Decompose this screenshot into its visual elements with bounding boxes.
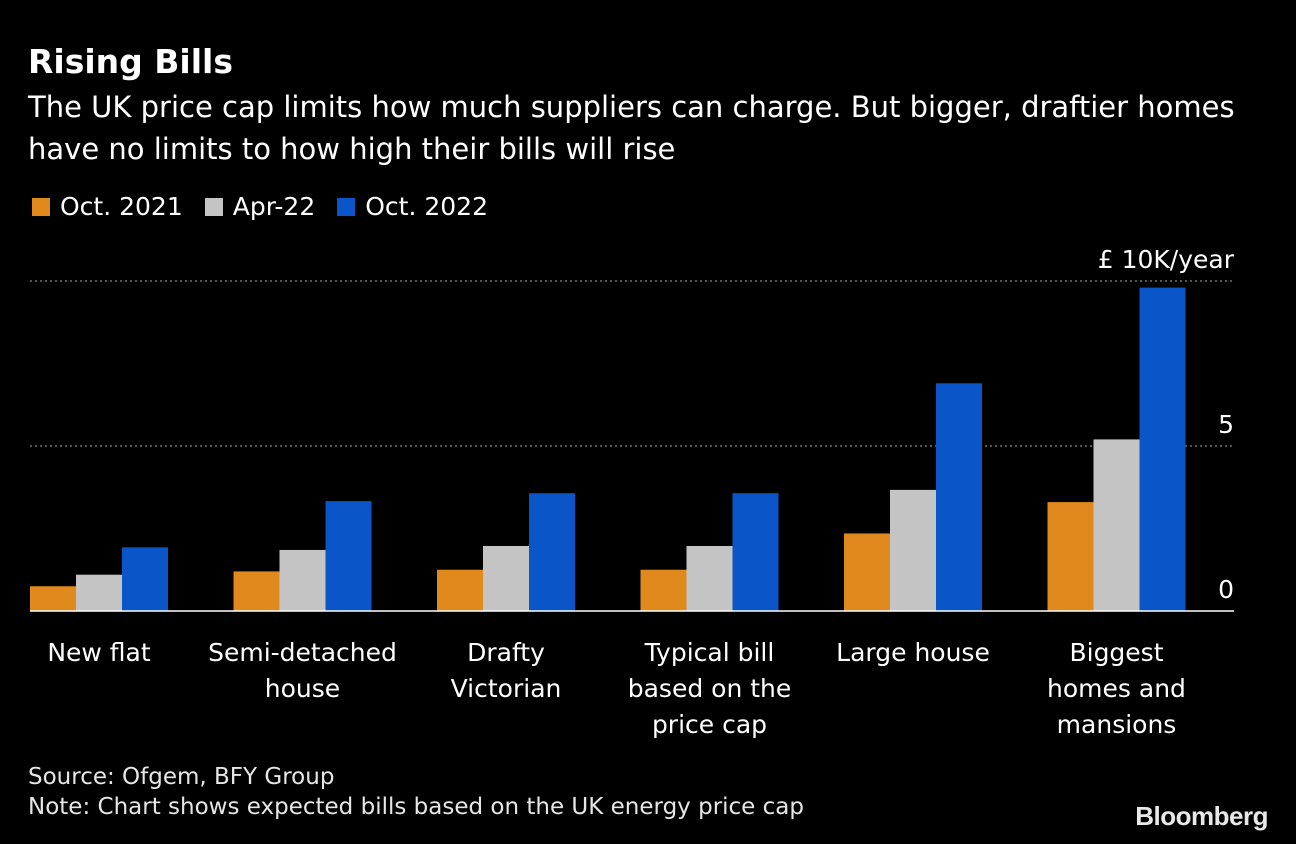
legend-swatch-oct-2021 <box>32 197 50 216</box>
bar-oct-2021-1 <box>233 571 280 611</box>
legend-swatch-oct-2022 <box>337 197 356 216</box>
x-tick-label-3: Typical bill based on the price cap <box>628 638 792 739</box>
bar-oct-2021-0 <box>30 586 76 611</box>
bar-oct-2021-2 <box>437 569 483 611</box>
y-tick-label-5: 5 <box>1218 410 1234 439</box>
x-tick-label-1: Semi-detached house <box>208 638 397 703</box>
chart-title: Rising Bills <box>28 42 234 81</box>
chart-subtitle: The UK price cap limits how much supplie… <box>28 90 1235 166</box>
bar-oct-2022-4 <box>936 383 982 611</box>
legend-label-oct-2021: Oct. 2021 <box>60 192 183 221</box>
bar-oct-2021-4 <box>844 533 890 611</box>
bloomberg-logo: Bloomberg <box>1135 801 1268 831</box>
x-tick-label-4: Large house <box>836 638 990 667</box>
legend-label-apr-22: Apr-22 <box>232 192 316 221</box>
x-tick-label-0: New flat <box>47 638 151 667</box>
source-note: Source: Ofgem, BFY Group <box>28 764 335 790</box>
bar-apr-22-4 <box>890 489 936 611</box>
bar-oct-2022-2 <box>529 493 575 611</box>
bar-apr-22-5 <box>1093 439 1140 611</box>
legend: Oct. 2021 Apr-22 Oct. 2022 <box>32 192 488 221</box>
legend-label-oct-2022: Oct. 2022 <box>365 192 488 221</box>
legend-item-oct-2022: Oct. 2022 <box>337 192 488 221</box>
bar-oct-2021-3 <box>640 569 687 611</box>
legend-item-oct-2021: Oct. 2021 <box>32 192 183 221</box>
legend-item-apr-22: Apr-22 <box>204 192 316 221</box>
y-tick-label-0: 0 <box>1218 575 1234 604</box>
bar-oct-2021-5 <box>1047 502 1094 611</box>
bar-apr-22-0 <box>76 574 122 611</box>
legend-swatch-apr-22 <box>204 197 223 216</box>
chart-note: Note: Chart shows expected bills based o… <box>28 794 804 820</box>
bar-oct-2022-5 <box>1139 287 1186 611</box>
bar-apr-22-1 <box>279 549 326 611</box>
y-tick-label-10: £ 10K/year <box>1098 245 1235 274</box>
bar-apr-22-2 <box>483 545 529 611</box>
bar-chart: 0 5 £ 10K/year New flat Semi-detached house Dr… <box>30 245 1235 739</box>
bar-oct-2022-0 <box>122 547 168 611</box>
bar-oct-2022-3 <box>732 493 779 611</box>
footer: Source: Ofgem, BFY Group Note: Chart sho… <box>28 762 804 822</box>
x-tick-label-5: Biggest homes and mansions <box>1047 638 1186 739</box>
bar-oct-2022-1 <box>325 501 372 611</box>
x-tick-label-2: Drafty Victorian <box>451 638 562 703</box>
bar-apr-22-3 <box>686 545 733 611</box>
